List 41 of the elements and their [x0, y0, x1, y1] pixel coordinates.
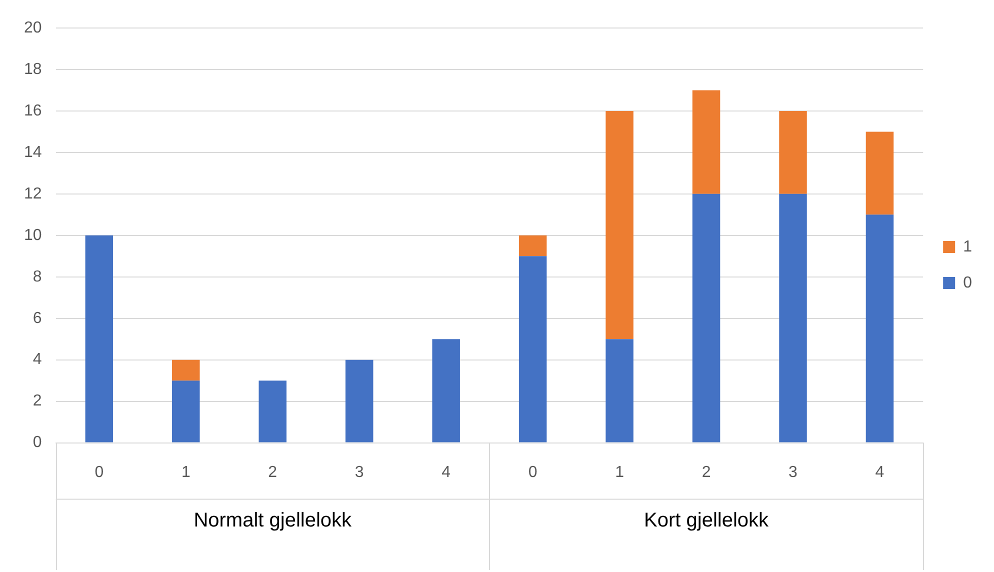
bar [345, 360, 374, 442]
y-tick-label: 0 [32, 434, 42, 452]
y-tick-label: 8 [32, 268, 42, 286]
bar [606, 339, 634, 442]
bar [779, 194, 807, 442]
bar [172, 380, 200, 442]
x-tick-label: 4 [875, 464, 884, 481]
bar [606, 110, 634, 340]
y-tick-label: 4 [32, 351, 42, 368]
y-tick-label: 10 [24, 226, 42, 244]
legend-label: 1 [963, 238, 972, 256]
y-tick-label: 18 [24, 60, 42, 78]
bar [518, 235, 547, 256]
y-tick-label: 16 [24, 102, 42, 120]
x-tick-label: 1 [181, 464, 190, 481]
bar [85, 235, 114, 442]
bar [258, 380, 286, 442]
x-tick-label: 2 [702, 464, 711, 481]
bar [692, 90, 720, 194]
bar [518, 256, 547, 442]
bar [692, 194, 720, 442]
bar [779, 110, 807, 194]
x-tick-label: 1 [615, 464, 624, 481]
x-tick-label: 4 [442, 464, 451, 481]
x-tick-label: 0 [528, 464, 538, 481]
bar [866, 214, 894, 442]
text: Kort gjellelokk [644, 509, 770, 532]
x-tick-label: 2 [268, 464, 278, 481]
x-tick-label: 3 [788, 464, 798, 481]
y-tick-label: 20 [24, 19, 42, 36]
bar [432, 339, 460, 442]
text: Normalt gjellelokk [194, 509, 353, 532]
x-tick-label: 0 [94, 464, 104, 481]
y-tick-label: 6 [32, 310, 42, 327]
y-tick-label: 12 [24, 185, 42, 202]
x-tick-label: 3 [354, 464, 364, 481]
bar [866, 132, 894, 215]
legend-label: 0 [963, 274, 972, 292]
bar [172, 360, 200, 381]
y-tick-label: 2 [32, 392, 42, 410]
y-tick-label: 14 [24, 144, 42, 161]
